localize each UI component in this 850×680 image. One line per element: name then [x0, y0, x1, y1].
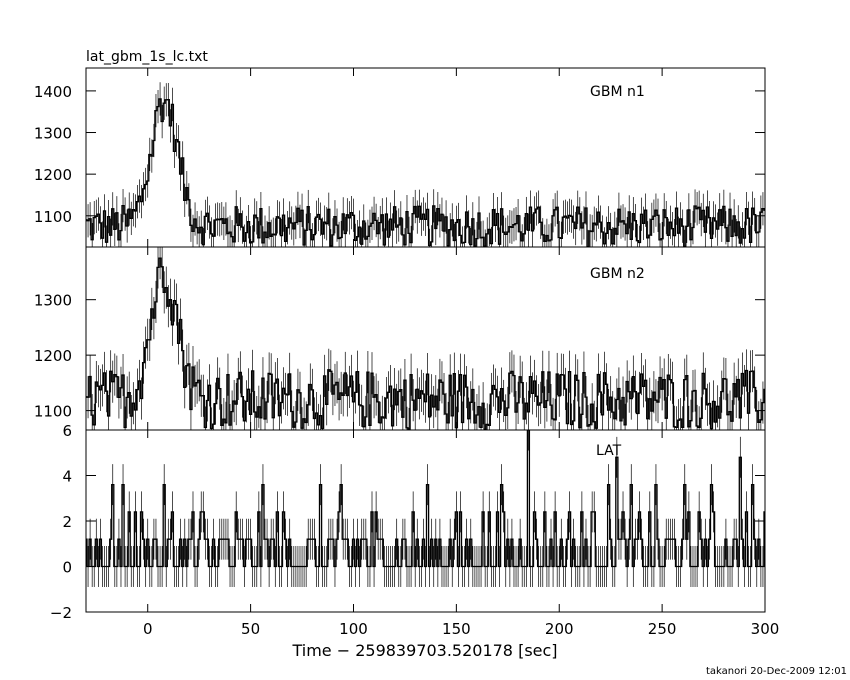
panel-gbm-n1: 1100 1200 1300 1400 GBM n1 [34, 67, 766, 248]
y-tick-label: 1100 [34, 403, 72, 421]
series-line [86, 430, 765, 568]
y-tick-label: 0 [62, 559, 72, 577]
series-group [86, 82, 765, 247]
y-tick-label: 1400 [34, 83, 72, 101]
panel-gbm-n2: 1100 1200 1300 GBM n2 [34, 246, 766, 431]
y-tick-label: −2 [50, 604, 72, 622]
y-tick-label: 1300 [34, 292, 72, 310]
y-tick-label: 6 [62, 422, 72, 440]
footer-stamp: takanori 20-Dec-2009 12:01 [706, 666, 847, 677]
x-tick-label: 300 [751, 620, 780, 638]
series-label: LAT [596, 443, 622, 459]
plot-title: lat_gbm_1s_lc.txt [86, 49, 208, 65]
panel-lat: −2 0 2 4 6 LAT [50, 422, 766, 622]
x-tick-label: 250 [648, 620, 677, 638]
x-tick-label: 50 [241, 620, 260, 638]
x-axis-label: Time − 259839703.520178 [sec] [291, 641, 557, 660]
series-group [86, 430, 765, 587]
series-line [86, 98, 765, 247]
y-tick-label: 2 [62, 513, 72, 531]
series-label: GBM n1 [590, 84, 645, 100]
x-axis: 0 50 100 150 200 250 300 [143, 620, 779, 638]
series-label: GBM n2 [590, 266, 645, 282]
x-tick-label: 150 [442, 620, 471, 638]
y-tick-label: 1200 [34, 166, 72, 184]
y-tick-label: 1300 [34, 125, 72, 143]
x-tick-label: 100 [339, 620, 368, 638]
y-tick-label: 4 [62, 468, 72, 486]
series-group [86, 247, 765, 430]
y-tick-label: 1100 [34, 208, 72, 226]
x-tick-label: 0 [143, 620, 153, 638]
x-tick-label: 200 [545, 620, 574, 638]
y-tick-label: 1200 [34, 347, 72, 365]
series-line [86, 257, 765, 430]
